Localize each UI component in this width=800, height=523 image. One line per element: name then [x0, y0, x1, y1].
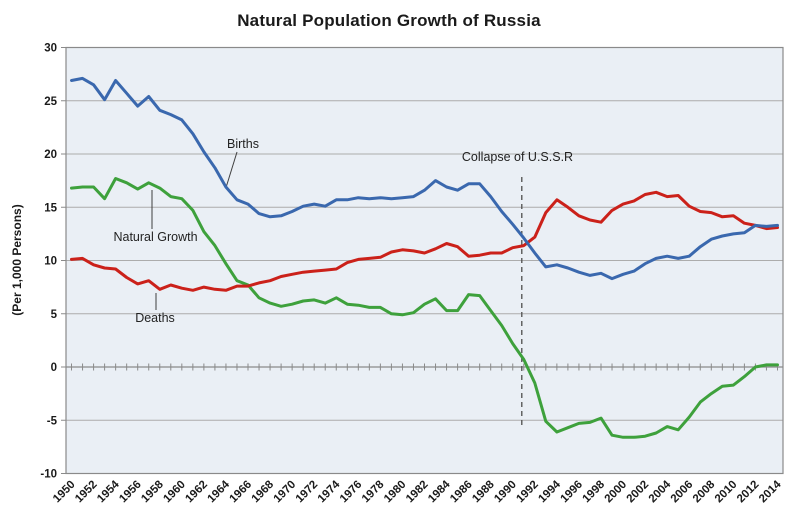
- x-tick-label: 1964: [205, 478, 232, 505]
- x-tick-label: 2012: [735, 479, 762, 506]
- chart-title: Natural Population Growth of Russia: [237, 11, 541, 30]
- x-tick-label: 1994: [536, 478, 563, 505]
- x-tick-label: 1978: [360, 478, 387, 505]
- x-tick-label: 1970: [272, 479, 299, 506]
- series-label-births: Births: [227, 137, 259, 151]
- x-tick-label: 1982: [404, 479, 431, 506]
- x-tick-label: 1998: [581, 478, 608, 505]
- x-tick-label: 1960: [161, 479, 188, 506]
- y-tick-label: 30: [44, 43, 57, 55]
- y-tick-label: 20: [44, 149, 57, 161]
- series-label-deaths: Deaths: [135, 311, 175, 325]
- x-tick-label: 1950: [51, 479, 78, 506]
- x-tick-label: 1958: [139, 478, 166, 505]
- x-tick-label: 1988: [470, 478, 497, 505]
- x-tick-label: 1966: [228, 479, 255, 506]
- x-tick-label: 2002: [625, 479, 652, 506]
- y-tick-label: -5: [47, 415, 58, 427]
- x-tick-label: 1954: [95, 478, 122, 505]
- series-line-deaths: [70, 190, 779, 292]
- y-tick-label: 10: [44, 256, 57, 268]
- x-tick-label: 2010: [713, 479, 740, 506]
- x-tick-label: 1986: [448, 479, 475, 506]
- x-tick-label: 1956: [117, 479, 144, 506]
- x-tick-label: 1952: [73, 479, 100, 506]
- x-tick-labels: 1950195219541956195819601962196419661968…: [51, 478, 784, 505]
- x-axis: [66, 363, 783, 371]
- y-tick-label: 15: [44, 202, 57, 214]
- series-line-births: [70, 76, 779, 281]
- y-tick-label: -10: [40, 469, 57, 481]
- x-tick-label: 1980: [382, 479, 409, 506]
- x-tick-label: 2014: [757, 478, 784, 505]
- x-tick-label: 1990: [492, 479, 519, 506]
- x-tick-label: 1974: [316, 478, 343, 505]
- x-tick-label: 1972: [294, 479, 321, 506]
- y-tick-label: 5: [51, 309, 58, 321]
- x-tick-label: 2008: [691, 478, 718, 505]
- y-axis: -10 -5 0 5 10 15 20 25 30: [40, 43, 66, 481]
- x-tick-label: 1968: [250, 478, 277, 505]
- x-tick-label: 1984: [426, 478, 453, 505]
- x-tick-label: 1962: [183, 479, 210, 506]
- x-tick-label: 1992: [514, 479, 541, 506]
- series-line-natural-growth: [70, 177, 779, 439]
- annotation-label: Collapse of U.S.S.R: [461, 150, 574, 164]
- series-label-natural-growth: Natural Growth: [113, 230, 198, 244]
- x-tick-label: 2000: [603, 479, 630, 506]
- x-tick-label: 1996: [558, 479, 585, 506]
- y-tick-label: 0: [51, 362, 57, 374]
- callout-leader-lines: [151, 151, 238, 310]
- y-axis-title: (Per 1,000 Persons): [10, 204, 24, 316]
- y-tick-label: 25: [44, 96, 57, 108]
- x-tick-label: 1976: [338, 479, 365, 506]
- x-tick-label: 2004: [647, 478, 674, 505]
- x-tick-label: 2006: [669, 479, 696, 506]
